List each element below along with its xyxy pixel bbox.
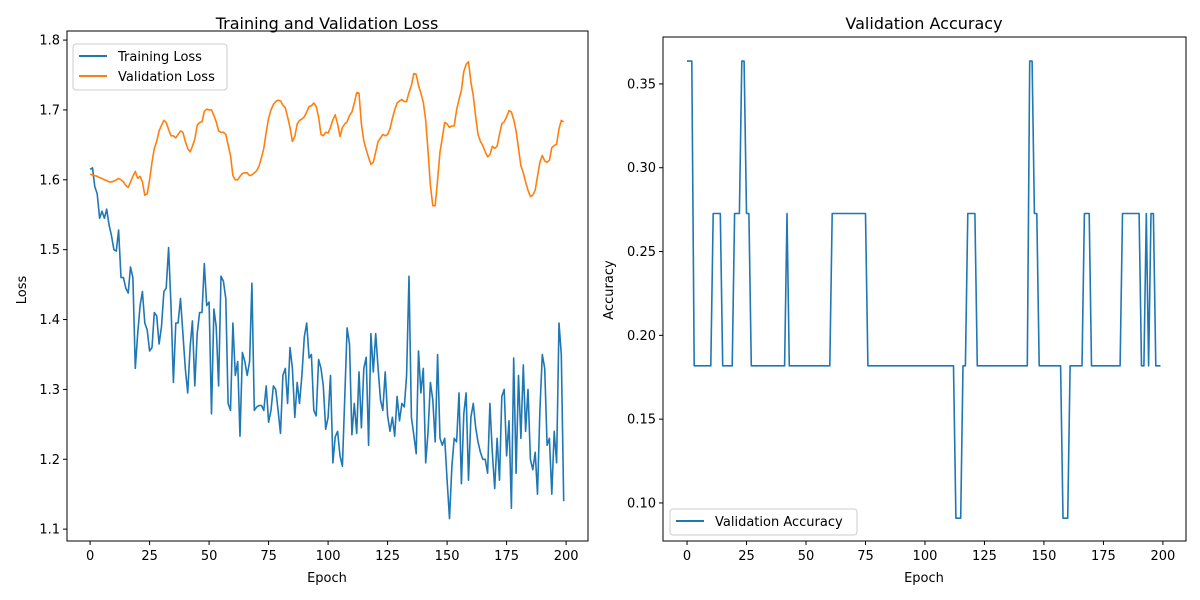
accuracy-chart-title: Validation Accuracy (845, 14, 1002, 33)
y-tick-label: 1.6 (39, 173, 60, 188)
x-tick-label: 0 (683, 549, 691, 564)
x-tick-label: 75 (857, 549, 874, 564)
axes-frame (66, 30, 589, 542)
x-tick-label: 75 (260, 549, 277, 564)
loss-x-axis-label: Epoch (307, 571, 347, 586)
x-tick-label: 0 (86, 549, 94, 564)
loss-legend: Training Loss Validation Loss (72, 43, 228, 91)
y-tick-label: 0.20 (627, 329, 656, 344)
y-tick-label: 1.1 (39, 523, 60, 538)
x-tick-label: 150 (1032, 549, 1057, 564)
accuracy-y-axis-label: Accuracy (602, 260, 617, 320)
x-tick-label: 175 (494, 549, 519, 564)
series-line-validation-loss (89, 60, 565, 207)
x-tick-label: 50 (201, 549, 218, 564)
loss-plot-area: 0 25 50 75 100 125 150 175 200 1.1 1.2 1.3 1.4 1.5 1.6… (39, 30, 589, 564)
x-tick-label: 50 (798, 549, 815, 564)
x-tick-label: 200 (554, 549, 579, 564)
x-tick-label: 100 (316, 549, 341, 564)
y-tick-label: 0.30 (627, 161, 656, 176)
loss-chart: Training and Validation Loss Epoch Loss … (15, 14, 589, 586)
loss-chart-title: Training and Validation Loss (215, 14, 439, 33)
x-tick-label: 125 (972, 549, 997, 564)
y-tick-label: 0.15 (627, 413, 656, 428)
accuracy-plot-area: 0 25 50 75 100 125 150 175 200 0.10 0.15 0.20 0.25 0.… (627, 36, 1187, 564)
x-tick-label: 200 (1151, 549, 1176, 564)
y-tick-label: 1.5 (39, 243, 60, 258)
x-tick-label: 175 (1091, 549, 1116, 564)
y-tick-label: 1.4 (39, 313, 60, 328)
loss-legend-box (72, 43, 228, 91)
series-line-validation-accuracy (687, 60, 1161, 519)
legend-label-validation-loss: Validation Loss (118, 70, 215, 85)
x-tick-label: 150 (435, 549, 460, 564)
y-tick-label: 1.3 (39, 383, 60, 398)
x-tick-label: 100 (913, 549, 938, 564)
y-tick-label: 1.2 (39, 453, 60, 468)
accuracy-x-axis-label: Epoch (904, 571, 944, 586)
y-tick-label: 1.7 (39, 103, 60, 118)
legend-label-validation-accuracy: Validation Accuracy (715, 515, 843, 530)
loss-y-axis-label: Loss (15, 276, 30, 305)
y-tick-label: 0.35 (627, 77, 656, 92)
y-tick-label: 0.10 (627, 496, 656, 511)
x-tick-label: 125 (375, 549, 400, 564)
series-line-training-loss (89, 167, 565, 520)
accuracy-legend: Validation Accuracy (669, 508, 858, 536)
legend-label-training-loss: Training Loss (117, 50, 202, 65)
accuracy-chart: Validation Accuracy Epoch Accuracy 0 25 50… (602, 14, 1187, 586)
x-tick-label: 25 (738, 549, 755, 564)
x-tick-label: 25 (141, 549, 158, 564)
y-tick-label: 0.25 (627, 245, 656, 260)
accuracy-legend-box (669, 508, 858, 536)
y-tick-label: 1.8 (39, 34, 60, 49)
